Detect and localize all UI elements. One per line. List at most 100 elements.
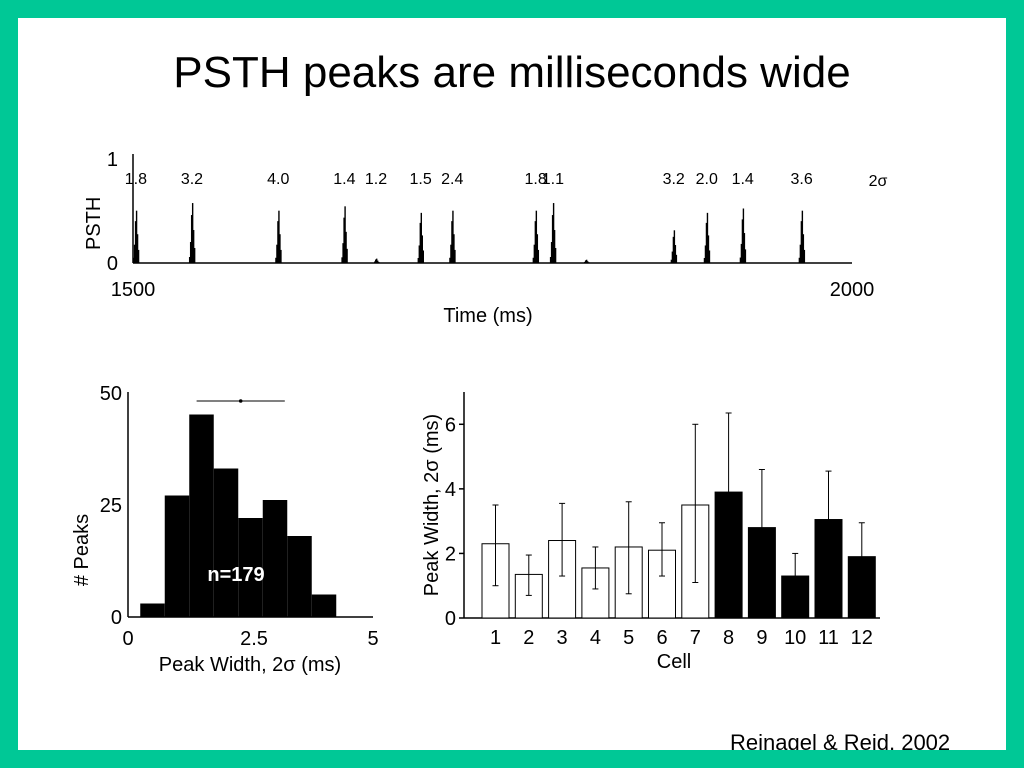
psth-peak-7-bar-1 <box>533 244 536 263</box>
cell-y-tick-1: 2 <box>445 543 456 565</box>
hist-x-tick-2-5: 2.5 <box>240 628 268 650</box>
figure-canvas: PSTH 1 0 1500 2000 Time (ms) 2σ 1.8 3.2 4.… <box>71 149 888 676</box>
psth-peak-6-bar-4 <box>453 234 455 263</box>
cell-y-label: Peak Width, 2σ (ms) <box>421 414 443 596</box>
psth-peak-2-bar-3 <box>278 210 280 263</box>
psth-peak-2-bar-4 <box>279 234 281 263</box>
psth-peak-label-1: 3.2 <box>181 171 203 188</box>
psth-peak-8-bar-3 <box>552 203 555 263</box>
hist-mean-range <box>196 399 285 403</box>
psth-peak-1-bar-2 <box>190 215 193 263</box>
psth-peak-label-7: 1.8 <box>525 171 547 188</box>
psth-peak-label-2: 4.0 <box>267 171 289 188</box>
hist-y-tick-25: 25 <box>100 495 122 517</box>
hist-n-annotation: n=179 <box>207 564 264 586</box>
psth-peak-0-bar-0 <box>132 257 135 263</box>
psth-peak-12-bar-0 <box>739 257 742 263</box>
psth-y-label: PSTH <box>83 197 105 250</box>
psth-y-tick-0: 0 <box>107 253 118 275</box>
cell-x-tick-3: 3 <box>557 627 568 649</box>
psth-peak-label-3: 1.4 <box>333 171 355 188</box>
psth-peak-0-bar-1 <box>133 244 136 263</box>
psth-peak-4-bar-5 <box>378 261 380 263</box>
hist-y-tick-50: 50 <box>100 383 122 405</box>
psth-peak-13-bar-4 <box>802 234 805 263</box>
psth-peak-3-bar-1 <box>342 243 344 263</box>
psth-peak-7-bar-0 <box>532 257 535 263</box>
psth-peak-8-bar-2 <box>551 215 554 263</box>
psth-peak-9-bar-2 <box>584 260 587 263</box>
psth-peak-0-bar-3 <box>135 210 138 263</box>
cell-bar-3 <box>548 540 577 619</box>
psth-peak-13-bar-5 <box>803 249 806 263</box>
cell-x-tick-12: 12 <box>851 627 873 649</box>
psth-peak-13-bar-3 <box>801 210 804 263</box>
psth-peak-6-bar-0 <box>449 257 451 263</box>
hist-x-tick-0: 0 <box>122 628 133 650</box>
psth-peak-10-bar-2 <box>672 236 675 263</box>
histogram-chart: # Peaks 50 25 0 0 2.5 5 Peak Width, 2σ (… <box>71 383 379 676</box>
hist-y-label: # Peaks <box>71 514 93 586</box>
psth-peak-5-bar-4 <box>421 235 423 263</box>
psth-peak-label-12: 1.4 <box>732 171 754 188</box>
psth-peak-5-bar-2 <box>419 222 421 263</box>
psth-peak-4-bar-2 <box>375 259 377 263</box>
psth-peak-label-5: 1.5 <box>409 171 431 188</box>
slide-title: PSTH peaks are milliseconds wide <box>173 48 851 97</box>
psth-peak-12-bar-1 <box>740 243 743 263</box>
cell-x-tick-6: 6 <box>656 627 667 649</box>
hist-bar-2 <box>189 414 214 617</box>
psth-peak-10-bar-1 <box>671 251 674 263</box>
cell-bars: 1 2 3 4 5 6 7 8 9 10 11 12 <box>481 412 876 649</box>
psth-peak-8-bar-5 <box>554 248 557 263</box>
psth-peak-0-bar-2 <box>134 221 137 263</box>
psth-peak-1-bar-4 <box>192 230 195 263</box>
psth-peak-10-bar-5 <box>675 254 678 263</box>
citation: Reinagel & Reid, 2002 <box>730 730 951 750</box>
psth-peak-9-bar-4 <box>586 261 589 263</box>
psth-peak-1-bar-1 <box>189 242 192 263</box>
psth-peak-label-6: 2.4 <box>441 171 463 188</box>
psth-peak-5-bar-1 <box>418 245 420 263</box>
hist-x-tick-5: 5 <box>367 628 378 650</box>
psth-chart: PSTH 1 0 1500 2000 Time (ms) 2σ 1.8 3.2 4.… <box>83 149 888 327</box>
cell-x-label: Cell <box>657 651 691 673</box>
psth-peak-label-11: 2.0 <box>696 171 718 188</box>
hist-mean-dot <box>238 399 243 403</box>
psth-peak-6-bar-1 <box>450 244 452 263</box>
psth-width-suffix: 2σ <box>869 173 888 190</box>
psth-peak-7-bar-5 <box>537 249 540 263</box>
psth-peak-11-bar-2 <box>705 222 708 263</box>
psth-peak-2-bar-0 <box>275 257 277 263</box>
psth-peak-12-bar-4 <box>743 233 746 263</box>
hist-y-tick-0: 0 <box>111 607 122 629</box>
psth-peak-10-bar-3 <box>673 230 676 263</box>
hist-bar-0 <box>140 603 165 617</box>
psth-peak-1-bar-5 <box>193 248 196 263</box>
psth-peak-4-bar-4 <box>377 260 379 263</box>
hist-bars <box>140 414 337 617</box>
psth-peak-3-bar-2 <box>343 217 345 263</box>
psth-peak-11-bar-5 <box>708 250 711 263</box>
psth-y-tick-1: 1 <box>107 149 118 171</box>
psth-peak-6-bar-5 <box>454 249 456 263</box>
psth-peak-11-bar-1 <box>704 245 707 263</box>
cell-x-tick-2: 2 <box>523 627 534 649</box>
psth-peak-12-bar-2 <box>741 219 744 263</box>
psth-peak-9-bar-5 <box>587 262 590 263</box>
psth-peak-10-bar-0 <box>670 259 673 263</box>
cell-x-tick-5: 5 <box>623 627 634 649</box>
cell-x-tick-8: 8 <box>723 627 734 649</box>
psth-peak-2-bar-1 <box>276 244 278 263</box>
psth-peak-3-bar-4 <box>345 231 347 263</box>
psth-peak-4-bar-1 <box>374 261 376 263</box>
psth-peak-2-bar-5 <box>280 249 282 263</box>
cell-y-tick-2: 4 <box>445 479 456 501</box>
cell-y-tick-0: 0 <box>445 608 456 630</box>
hist-bar-6 <box>287 536 312 617</box>
psth-x-tick-1500: 1500 <box>111 279 156 301</box>
psth-peak-8-bar-1 <box>550 242 553 263</box>
psth-peak-label-0: 1.8 <box>125 171 147 188</box>
psth-peak-label-13: 3.6 <box>791 171 813 188</box>
